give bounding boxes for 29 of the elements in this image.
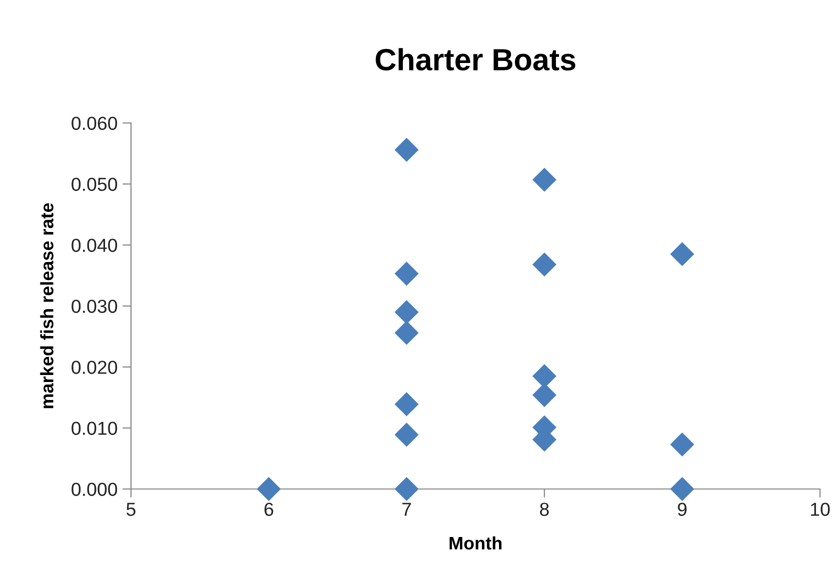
point bbox=[256, 476, 281, 502]
point bbox=[394, 262, 419, 286]
x-axis-title: Month bbox=[450, 536, 502, 550]
x-tick-label: 5 bbox=[126, 502, 136, 516]
y-tick-label: 0.000 bbox=[72, 482, 118, 496]
y-tick-label: 0.030 bbox=[72, 300, 118, 313]
point bbox=[394, 392, 419, 416]
point bbox=[532, 168, 556, 192]
y-axis-title: marked fish release rate bbox=[40, 203, 54, 408]
x-tick-label: 8 bbox=[540, 502, 549, 516]
point bbox=[394, 300, 419, 324]
x-tick-label: 6 bbox=[264, 502, 274, 516]
point bbox=[394, 138, 419, 162]
chart-title: Charter Boats bbox=[376, 48, 576, 71]
y-tick-label: 0.020 bbox=[72, 360, 118, 374]
y-tick-label: 0.010 bbox=[72, 422, 118, 435]
point bbox=[532, 252, 556, 277]
y-tick-label: 0.040 bbox=[72, 238, 118, 252]
point bbox=[394, 422, 419, 447]
point bbox=[394, 476, 419, 502]
x-tick-label: 10 bbox=[811, 502, 830, 516]
point bbox=[670, 432, 694, 456]
y-tick-label: 0.050 bbox=[72, 178, 118, 191]
point bbox=[670, 476, 694, 502]
y-tick-label: 0.060 bbox=[72, 116, 118, 130]
point bbox=[394, 320, 419, 345]
point bbox=[670, 242, 694, 266]
x-tick-label: 7 bbox=[402, 502, 411, 516]
x-tick-label: 9 bbox=[678, 502, 687, 516]
